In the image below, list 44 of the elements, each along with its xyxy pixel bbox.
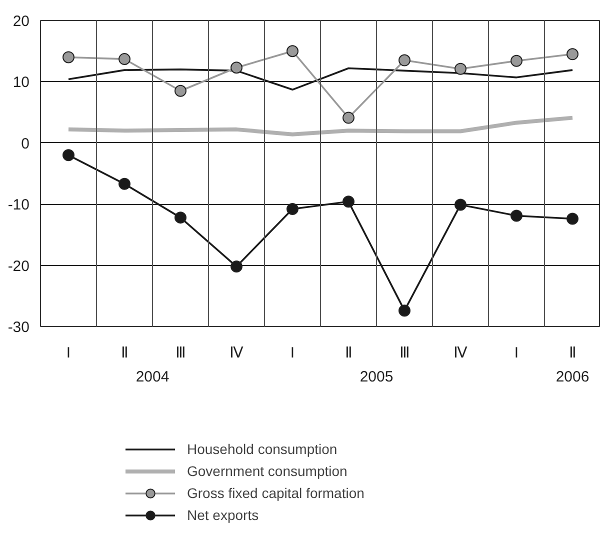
point bbox=[566, 48, 578, 60]
point bbox=[510, 210, 522, 222]
legend-label: Net exports bbox=[187, 506, 259, 525]
x-tick-label: Ⅱ bbox=[121, 344, 128, 362]
point bbox=[62, 51, 74, 64]
line-series bbox=[66, 116, 574, 136]
text: 2004 bbox=[136, 368, 170, 386]
y-tick-label: -10 bbox=[8, 196, 30, 214]
y-tick-label: -20 bbox=[8, 258, 30, 275]
x-tick-label: Ⅲ bbox=[176, 344, 186, 362]
legend-label: Household consumption bbox=[187, 440, 338, 459]
point bbox=[230, 62, 242, 74]
x-tick-label: I bbox=[514, 344, 519, 362]
point bbox=[342, 196, 354, 208]
point bbox=[342, 112, 354, 124]
x-tick-label: I bbox=[290, 344, 295, 362]
point bbox=[398, 304, 410, 317]
point bbox=[398, 54, 410, 66]
point bbox=[118, 53, 130, 66]
x-tick-label: Ⅱ bbox=[345, 344, 352, 362]
x-tick-label: Ⅱ bbox=[569, 344, 576, 362]
x-tick-label: Ⅳ bbox=[230, 344, 244, 362]
point bbox=[118, 178, 130, 190]
y-tick-label: -30 bbox=[8, 319, 30, 336]
point bbox=[286, 45, 298, 58]
point bbox=[454, 198, 466, 211]
point bbox=[454, 62, 466, 75]
point bbox=[174, 212, 186, 224]
x-tick-label: Ⅳ bbox=[454, 344, 468, 362]
point bbox=[566, 212, 578, 225]
x-tick-label: I bbox=[66, 344, 71, 362]
text: 2005 bbox=[360, 368, 394, 386]
legend-label: Gross fixed capital formation bbox=[187, 484, 364, 503]
point bbox=[230, 260, 242, 273]
text: 2006 bbox=[556, 368, 590, 386]
point bbox=[510, 54, 522, 67]
point bbox=[62, 149, 74, 162]
y-tick-label: 20 bbox=[12, 13, 30, 30]
y-tick-label: 0 bbox=[21, 135, 30, 152]
x-tick-label: Ⅲ bbox=[400, 344, 410, 362]
point bbox=[286, 203, 298, 215]
legend-label: Government consumption bbox=[187, 462, 348, 481]
point bbox=[174, 84, 186, 97]
y-tick-label: 10 bbox=[12, 74, 30, 92]
